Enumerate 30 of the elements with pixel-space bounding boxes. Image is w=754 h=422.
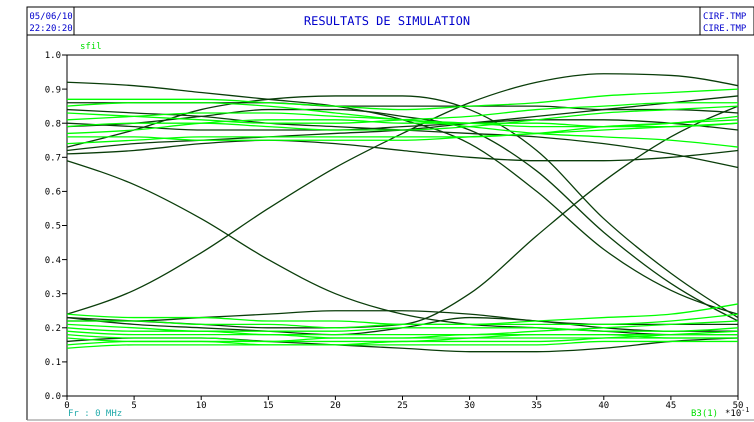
x-tick-label: 50 (732, 401, 744, 411)
text: CIRF.TMP (703, 12, 747, 22)
y-tick-label: 0.8 (44, 119, 61, 130)
y-tick-label: 1.0 (44, 51, 61, 62)
text: 22:20:20 (29, 24, 73, 34)
y-tick-label: 0.3 (44, 290, 61, 300)
x-tick-label: 45 (665, 401, 676, 411)
text: Fr : 0 MHz (68, 409, 122, 419)
y-tick-label: 0.0 (44, 392, 61, 402)
x-tick-label: 35 (531, 401, 542, 411)
text: 05/06/10 (29, 12, 73, 22)
x-tick-label: 30 (464, 401, 476, 411)
y-axis-title: sfil (80, 42, 102, 52)
text: CIRE.TMP (703, 24, 747, 34)
x-tick-label: 25 (397, 401, 408, 411)
x-axis-title: B3(1) (691, 409, 718, 419)
y-tick-label: 0.4 (44, 256, 61, 266)
y-tick-label: 0.5 (44, 222, 61, 232)
x-tick-label: 5 (131, 401, 137, 411)
x-tick-label: 20 (330, 401, 341, 411)
x-tick-label: 15 (262, 401, 274, 411)
y-tick-label: 0.6 (44, 188, 61, 198)
x-tick-label: 0 (64, 401, 70, 411)
y-tick-label: 0.9 (44, 85, 61, 96)
y-tick-label: 0.2 (44, 324, 61, 334)
y-tick-label: 0.7 (44, 153, 61, 164)
y-tick-label: 0.1 (44, 358, 61, 368)
x-tick-label: 40 (598, 401, 610, 411)
chart-title: RESULTATS DE SIMULATION (304, 14, 470, 28)
x-tick-label: 10 (196, 401, 207, 411)
